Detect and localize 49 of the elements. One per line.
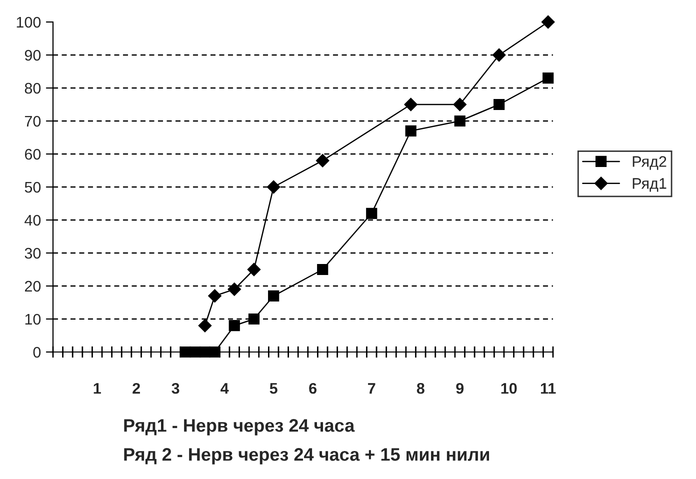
x-tick-label: 1 <box>94 383 101 394</box>
text: Ряд1 - Нерв через 24 часа <box>124 419 355 436</box>
point <box>404 98 418 112</box>
x-tick-label: 9 <box>456 382 464 394</box>
point <box>208 289 222 302</box>
point <box>228 320 240 332</box>
point <box>190 346 201 358</box>
x-tick-label: 5 <box>270 383 278 394</box>
point <box>542 15 555 29</box>
point <box>366 208 378 219</box>
point <box>180 346 191 358</box>
legend-label: Ряд1 <box>632 178 666 192</box>
y-tick-label: 90 <box>24 50 41 61</box>
point <box>317 264 328 276</box>
x-tick-label: 11 <box>540 383 556 394</box>
point <box>453 98 466 112</box>
y-tick-label: 60 <box>24 148 41 160</box>
point <box>267 180 280 194</box>
point <box>228 282 241 296</box>
point <box>209 346 220 358</box>
y-tick-label: 80 <box>24 82 41 94</box>
point <box>542 72 554 84</box>
y-tick-label: 70 <box>24 116 41 127</box>
x-tick-label: 2 <box>132 382 140 394</box>
point <box>198 319 212 332</box>
y-tick-label: 50 <box>24 182 41 193</box>
text: Ряд 2 - Нерв через 24 часа + 15 мин нили <box>124 448 490 464</box>
x-tick-label: 10 <box>501 382 517 394</box>
point <box>494 98 505 110</box>
point <box>316 154 330 168</box>
y-tick-label: 10 <box>25 314 41 325</box>
x-tick-label: 6 <box>309 382 316 394</box>
y-tick-label: 0 <box>33 346 41 358</box>
y-tick-label: 100 <box>16 16 41 28</box>
point <box>199 346 211 358</box>
x-tick-label: 7 <box>368 383 376 394</box>
point <box>405 125 416 136</box>
point <box>268 290 280 302</box>
x-tick-label: 8 <box>416 382 424 394</box>
point <box>454 115 466 127</box>
point <box>247 262 261 276</box>
x-tick-label: 3 <box>172 382 180 394</box>
y-tick-label: 30 <box>24 248 41 259</box>
point <box>492 48 506 62</box>
point <box>248 313 260 325</box>
y-tick-label: 20 <box>24 280 41 292</box>
x-tick-label: 4 <box>220 383 229 394</box>
legend-label: Ряд2 <box>632 156 666 170</box>
y-tick-label: 40 <box>24 214 41 226</box>
